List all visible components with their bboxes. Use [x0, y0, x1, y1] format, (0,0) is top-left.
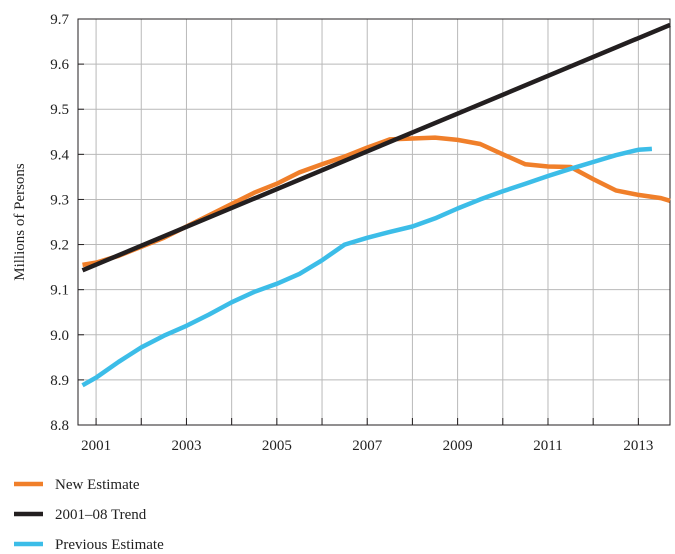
y-axis-title: Millions of Persons [12, 163, 28, 281]
series-group [81, 22, 671, 388]
y-tick-label: 8.8 [50, 418, 69, 434]
y-tick-label: 9.1 [50, 283, 69, 299]
plot-frame [77, 18, 671, 426]
legend: New Estimate 2001–08 Trend Previous Estima… [14, 477, 164, 553]
x-axis-ticks: 2001 2003 2005 2007 2009 2011 2013 [81, 418, 653, 454]
y-tick-label: 9.0 [50, 328, 69, 344]
y-tick-label: 9.7 [50, 12, 69, 28]
x-tick-label: 2001 [81, 438, 111, 454]
y-axis-ticks: 8.8 8.9 9.0 9.1 9.2 9.3 9.4 9.5 9.6 9.7 [50, 12, 84, 434]
grid [78, 18, 670, 426]
x-tick-label: 2013 [623, 438, 653, 454]
y-tick-label: 9.2 [50, 238, 69, 254]
x-tick-label: 2011 [533, 438, 562, 454]
y-tick-label: 8.9 [50, 373, 69, 389]
x-tick-label: 2003 [171, 438, 201, 454]
series-line-new-estimate [82, 135, 671, 268]
x-tick-label: 2009 [443, 438, 473, 454]
x-tick-label: 2007 [352, 438, 383, 454]
y-tick-label: 9.4 [50, 147, 69, 163]
y-tick-label: 9.6 [50, 57, 69, 73]
series-line-previous-estimate [81, 146, 653, 388]
legend-label-2001-08-trend: 2001–08 Trend [55, 507, 147, 523]
legend-label-previous-estimate: Previous Estimate [55, 537, 164, 553]
legend-label-new-estimate: New Estimate [55, 477, 140, 493]
y-tick-label: 9.3 [50, 192, 69, 208]
series-line-2001-08-trend [81, 22, 671, 273]
x-tick-label: 2005 [262, 438, 292, 454]
y-tick-label: 9.5 [50, 102, 69, 118]
